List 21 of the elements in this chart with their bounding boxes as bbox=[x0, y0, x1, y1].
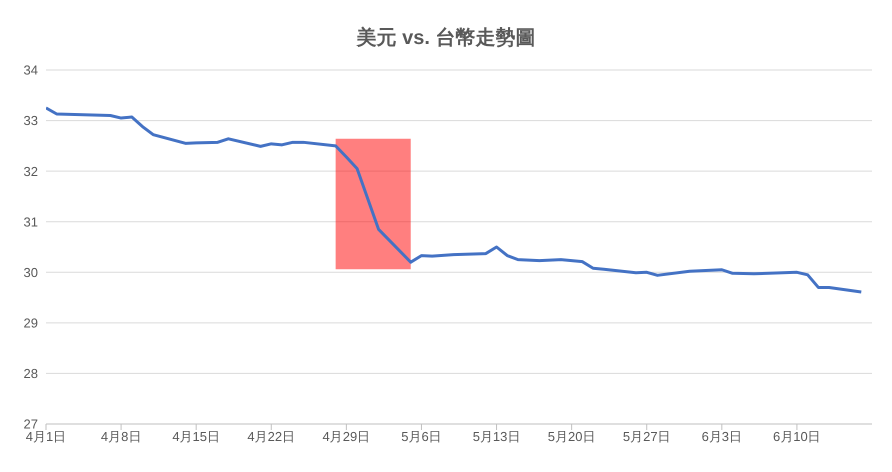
x-tick-label: 5月27日 bbox=[622, 429, 671, 444]
x-tick-label: 6月10日 bbox=[773, 429, 821, 444]
x-tick-label: 4月8日 bbox=[100, 429, 142, 444]
y-tick-label: 29 bbox=[24, 315, 38, 330]
y-tick-label: 28 bbox=[24, 366, 38, 382]
x-tick-label: 4月15日 bbox=[172, 429, 220, 444]
x-tick-label: 5月13日 bbox=[472, 429, 520, 444]
y-tick-label: 27 bbox=[24, 416, 38, 432]
x-tick-label: 5月20日 bbox=[548, 429, 596, 444]
chart-title: 美元 vs. 台幣走勢圖 bbox=[355, 26, 536, 51]
y-tick-label: 32 bbox=[24, 164, 38, 179]
x-tick-label: 4月1日 bbox=[26, 429, 66, 444]
y-tick-label: 30 bbox=[24, 264, 38, 280]
y-tick-label: 33 bbox=[24, 113, 38, 128]
x-tick-label: 4月22日 bbox=[247, 429, 296, 444]
line-series bbox=[46, 106, 863, 294]
x-tick-label: 5月6日 bbox=[401, 429, 442, 444]
y-tick-label: 34 bbox=[24, 62, 38, 78]
x-tick-label: 6月3日 bbox=[702, 429, 742, 444]
y-tick-label: 31 bbox=[24, 214, 38, 230]
x-tick-label: 4月29日 bbox=[322, 429, 370, 444]
